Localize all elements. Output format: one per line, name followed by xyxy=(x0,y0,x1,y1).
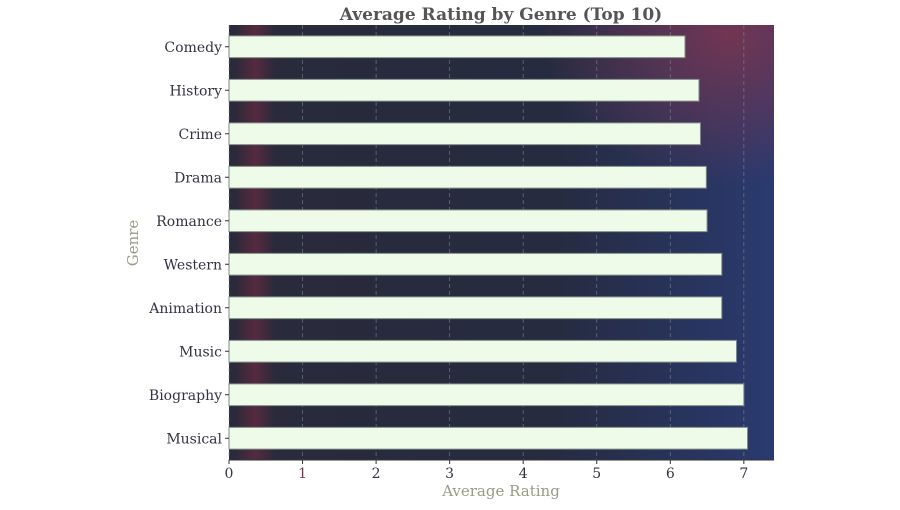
chart-title: Average Rating by Genre (Top 10) xyxy=(339,5,662,25)
bars xyxy=(228,35,749,450)
bar-romance xyxy=(228,209,708,233)
bar-musical xyxy=(228,426,749,450)
bar-biography xyxy=(228,383,745,407)
bar-animation xyxy=(228,296,723,320)
bar-music xyxy=(228,339,737,363)
y-tick-labels: Comedy History Crime Drama Romance Western Ani… xyxy=(148,40,229,447)
bar-crime xyxy=(228,122,701,146)
y-tick-label: Music xyxy=(179,344,222,360)
y-tick-label: Musical xyxy=(166,431,222,447)
x-tick-label: 7 xyxy=(739,466,748,482)
x-tick-label: 4 xyxy=(519,466,528,482)
bar-drama xyxy=(228,165,707,189)
x-tick-label: 3 xyxy=(445,466,454,482)
y-axis-label: Genre xyxy=(124,220,142,267)
y-tick-label: Western xyxy=(164,257,222,273)
y-tick-label: Drama xyxy=(174,170,222,186)
x-tick-label: 6 xyxy=(666,466,675,482)
y-tick-label: Crime xyxy=(179,127,222,143)
x-tick-label: 2 xyxy=(372,466,381,482)
y-tick-label: History xyxy=(169,83,222,99)
bar-western xyxy=(228,252,723,276)
x-axis-label: Average Rating xyxy=(441,482,560,500)
y-tick-label: Biography xyxy=(149,388,222,404)
bar-comedy xyxy=(228,35,686,59)
bar-history xyxy=(228,78,700,102)
y-tick-label: Animation xyxy=(148,301,222,317)
x-tick-label: 0 xyxy=(225,466,234,482)
x-tick-label: 1 xyxy=(298,466,307,482)
x-tick-label: 5 xyxy=(592,466,601,482)
y-tick-label: Romance xyxy=(156,214,222,230)
y-tick-label: Comedy xyxy=(164,40,222,56)
x-tick-labels: 0 1 2 3 4 5 6 7 xyxy=(225,459,774,482)
